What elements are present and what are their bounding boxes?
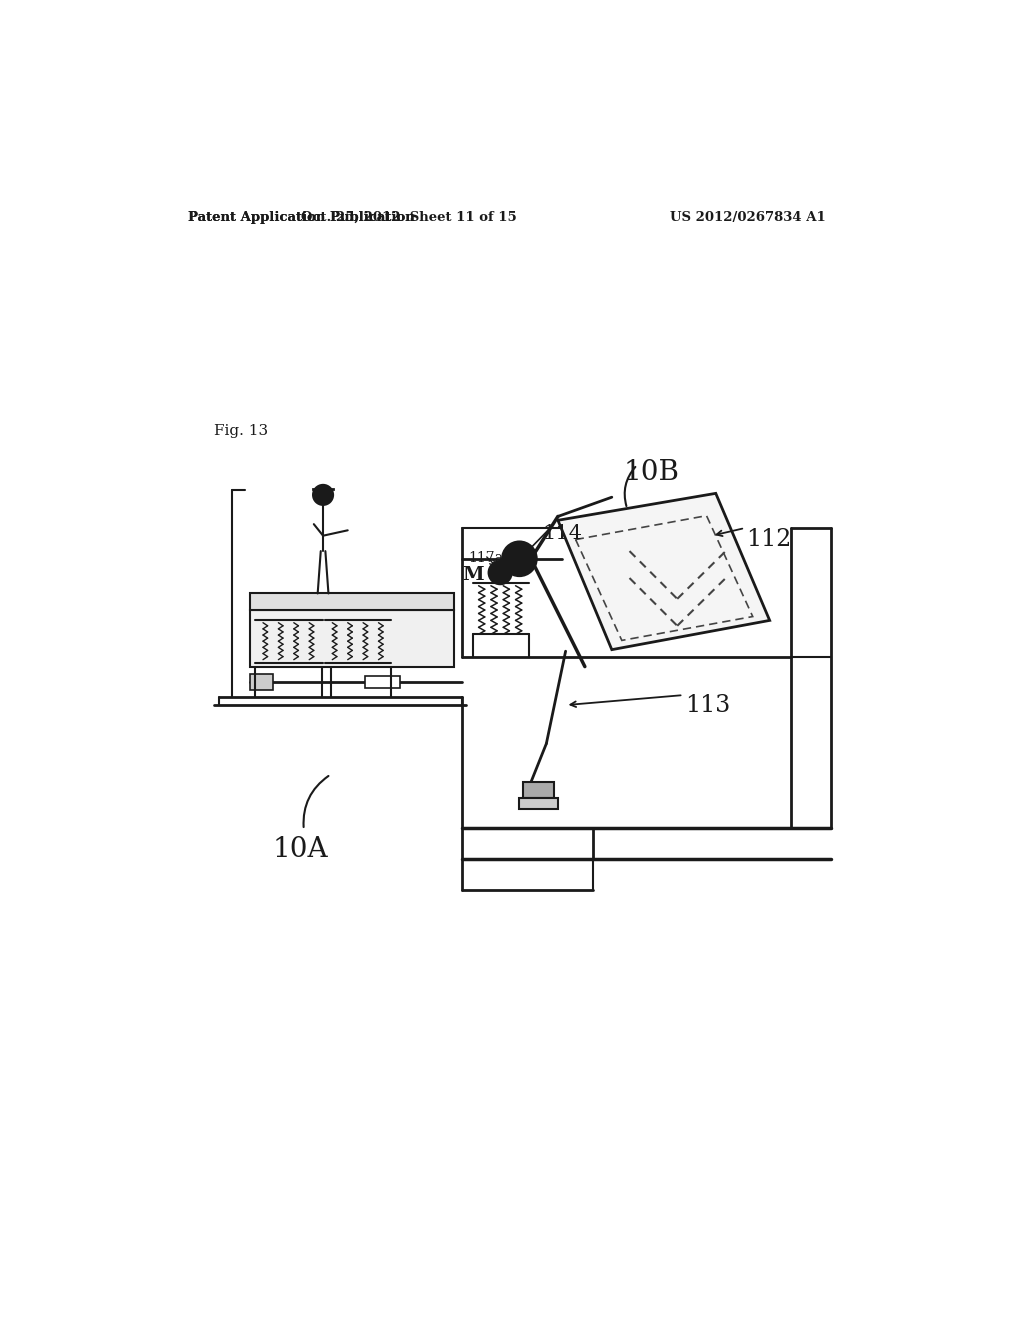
Polygon shape [558, 494, 770, 649]
Text: 10A: 10A [273, 836, 329, 863]
Bar [250, 675, 273, 689]
Bar [250, 610, 454, 667]
Text: Oct. 25, 2012  Sheet 11 of 15: Oct. 25, 2012 Sheet 11 of 15 [301, 211, 517, 224]
Text: Patent Application Publication: Patent Application Publication [188, 211, 415, 224]
Text: US 2012/0267834 A1: US 2012/0267834 A1 [670, 211, 825, 224]
Text: 113: 113 [685, 693, 730, 717]
Circle shape [503, 543, 537, 576]
Bar [366, 676, 400, 688]
Bar [523, 781, 554, 797]
Bar [250, 594, 454, 610]
Text: Patent Application Publication: Patent Application Publication [188, 211, 415, 224]
Circle shape [488, 561, 512, 585]
Text: M: M [462, 566, 483, 585]
Text: 112: 112 [746, 528, 792, 550]
Circle shape [512, 552, 527, 566]
Bar [519, 797, 558, 809]
Circle shape [496, 568, 505, 577]
Text: 117a: 117a [468, 552, 503, 565]
Text: 10B: 10B [624, 459, 679, 486]
Text: 114: 114 [543, 524, 583, 543]
Text: Fig. 13: Fig. 13 [214, 424, 268, 438]
Circle shape [313, 484, 333, 506]
